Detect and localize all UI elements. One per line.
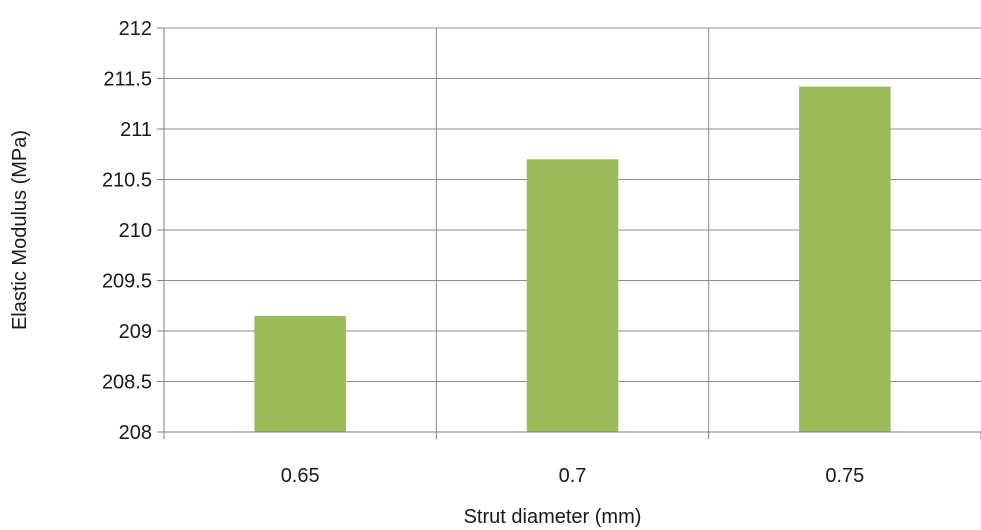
x-tick-labels: 0.65 0.7 0.75 bbox=[281, 465, 865, 487]
bar-0.65 bbox=[254, 315, 346, 432]
x-axis-title: Strut diameter (mm) bbox=[464, 506, 642, 528]
y-tick-label: 212 bbox=[119, 18, 152, 40]
y-axis-title: Elastic Modulus (MPa) bbox=[9, 130, 31, 330]
y-tick-labels: 208 208.5 209 209.5 210 210.5 211 211.5 212 bbox=[102, 18, 152, 444]
bar-0.7 bbox=[526, 159, 619, 433]
y-tick-label: 208.5 bbox=[102, 372, 152, 394]
y-tick-label: 211.5 bbox=[103, 69, 152, 91]
x-tick-label: 0.75 bbox=[825, 465, 864, 487]
bar-0.75 bbox=[799, 86, 891, 432]
chart-axes bbox=[157, 27, 981, 439]
y-tick-label: 210.5 bbox=[102, 170, 152, 192]
y-tick-label: 209.5 bbox=[102, 271, 152, 293]
chart-bars bbox=[254, 86, 891, 433]
x-tick-label: 0.65 bbox=[281, 465, 320, 487]
y-tick-label: 210 bbox=[119, 220, 152, 242]
y-tick-label: 209 bbox=[119, 321, 152, 343]
x-tick-label: 0.7 bbox=[559, 465, 587, 487]
y-tick-label: 211 bbox=[120, 119, 152, 141]
y-tick-label: 208 bbox=[119, 422, 152, 444]
